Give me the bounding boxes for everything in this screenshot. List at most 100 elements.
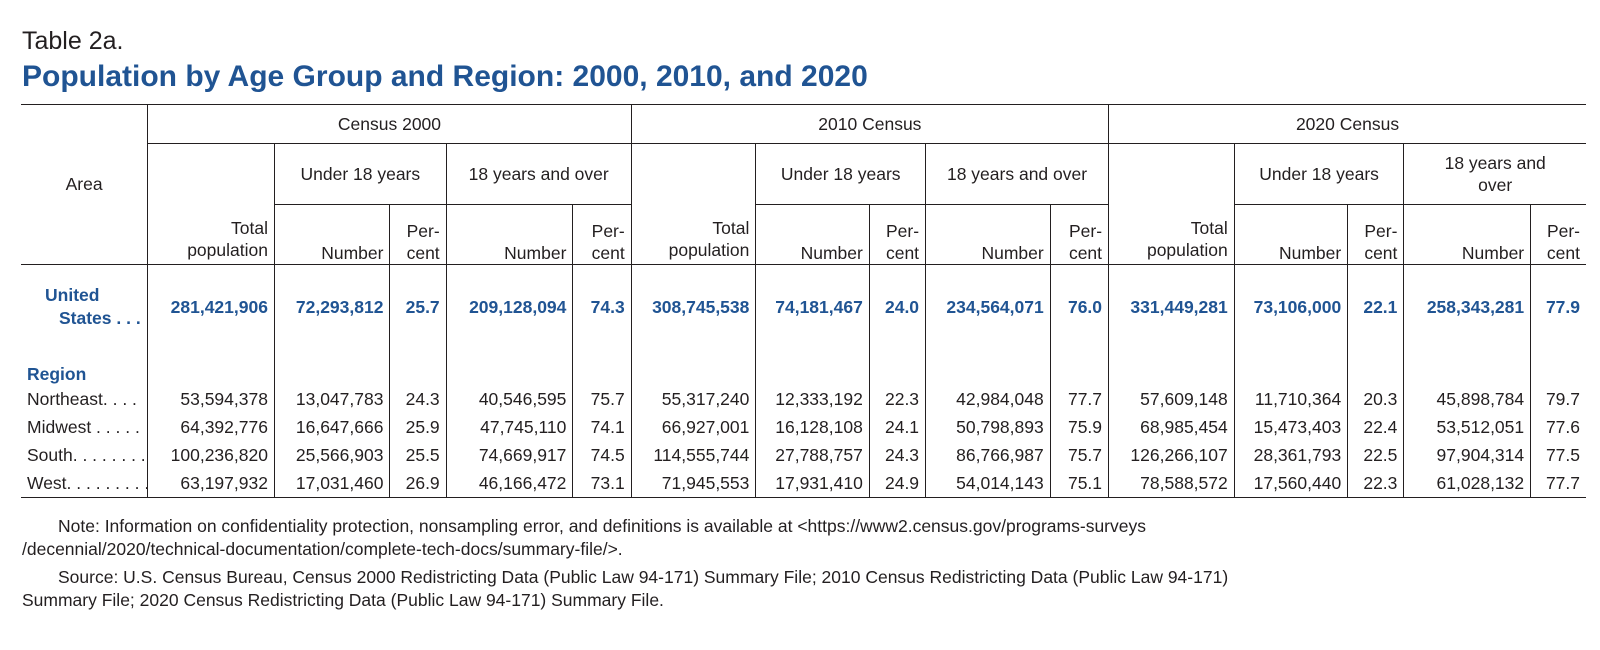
table-cell: 17,031,460 — [273, 469, 390, 498]
table-cell: 17,931,410 — [755, 469, 870, 498]
table-cell: 234,564,071 — [925, 264, 1051, 349]
source-line-1: Source: U.S. Census Bureau, Census 2000 … — [58, 567, 1229, 587]
table-cell: 53,512,051 — [1403, 413, 1531, 441]
table-cell: 22.1 — [1347, 264, 1404, 349]
census-2020-header: 2020 Census — [1108, 104, 1586, 144]
number-header: Number — [925, 204, 1051, 265]
table-row: Northeast. . . . 53,594,378 13,047,783 24.3… — [21, 385, 1586, 413]
percent-header: Per-cent — [389, 204, 447, 265]
over-18-header: 18 years and over — [925, 143, 1109, 205]
table-cell: 72,293,812 — [273, 264, 390, 349]
table-cell: 64,392,776 — [147, 413, 275, 441]
table-cell: 24.0 — [868, 264, 926, 349]
table-cell: 24.1 — [868, 413, 926, 441]
row-label: South. . . . . . . . . — [27, 444, 148, 465]
row-label: United States . . . — [45, 285, 141, 328]
table-row: Midwest . . . . . 64,392,776 16,647,666 25.… — [21, 413, 1586, 441]
table-cell: 25,566,903 — [273, 441, 390, 469]
source-line-2: Summary File; 2020 Census Redistricting … — [22, 590, 664, 610]
table-row-region-heading: Region — [21, 349, 1586, 385]
table-row: West. . . . . . . . . 63,197,932 17,031,46… — [21, 469, 1586, 498]
table-row-united-states: United States . . . 281,421,906 72,293,81… — [21, 264, 1586, 349]
table-cell: 73,106,000 — [1233, 264, 1348, 349]
table-cell: 77.7 — [1049, 385, 1109, 413]
table-cell: 77.9 — [1530, 264, 1586, 349]
over-18-header: 18 years and over — [445, 143, 632, 205]
table-cell: 40,546,595 — [445, 385, 573, 413]
table-cell: 77.6 — [1530, 413, 1586, 441]
number-header: Number — [1233, 204, 1348, 265]
table-cell: 54,014,143 — [925, 469, 1051, 498]
table-cell: 281,421,906 — [147, 264, 275, 349]
row-label: Midwest . . . . . — [27, 416, 140, 437]
table-cell: 17,560,440 — [1233, 469, 1348, 498]
table-cell: 25.9 — [389, 413, 447, 441]
table-cell: 74,669,917 — [445, 441, 573, 469]
table-cell: 74.5 — [572, 441, 632, 469]
note-line-2: /decennial/2020/technical-documentation/… — [22, 539, 623, 559]
number-header: Number — [445, 204, 573, 265]
table-cell: 308,745,538 — [630, 264, 756, 349]
percent-header: Per-cent — [1347, 204, 1404, 265]
total-population-header: Total population — [1108, 143, 1235, 265]
table-cell: 100,236,820 — [147, 441, 275, 469]
table-cell: 25.7 — [389, 264, 447, 349]
header-row-age: Total population Under 18 years 18 years … — [21, 143, 1586, 265]
table-cell: 63,197,932 — [147, 469, 275, 498]
table-cell: 12,333,192 — [755, 385, 870, 413]
table-cell: 28,361,793 — [1233, 441, 1348, 469]
table-cell: 74.3 — [572, 264, 632, 349]
table-cell: 22.3 — [868, 385, 926, 413]
row-label: West. . . . . . . . . — [21, 469, 148, 498]
note: Note: Information on confidentiality pro… — [22, 515, 1582, 561]
number-header: Number — [273, 204, 390, 265]
table-cell: 46,166,472 — [445, 469, 573, 498]
percent-header: Per-cent — [1530, 204, 1586, 265]
table-cell: 68,985,454 — [1108, 413, 1235, 441]
area-header: Area — [21, 104, 149, 265]
table-cell: 75.1 — [1049, 469, 1109, 498]
table-cell: 77.5 — [1530, 441, 1586, 469]
table-cell: 25.5 — [389, 441, 447, 469]
table-cell: 42,984,048 — [925, 385, 1051, 413]
table-cell: 71,945,553 — [630, 469, 756, 498]
percent-header: Per-cent — [1049, 204, 1109, 265]
number-header: Number — [1403, 204, 1531, 265]
table-cell: 22.4 — [1347, 413, 1404, 441]
note-line-1: Note: Information on confidentiality pro… — [58, 516, 1146, 536]
table-cell: 73.1 — [572, 469, 632, 498]
table-cell: 22.3 — [1347, 469, 1404, 498]
table-cell: 97,904,314 — [1403, 441, 1531, 469]
percent-header: Per-cent — [868, 204, 926, 265]
header-row-measure: Number Per-cent Number Per-cent Number P… — [21, 204, 1586, 265]
table-cell: 75.9 — [1049, 413, 1109, 441]
header-row-census: Area Census 2000 2010 Census 2020 Census — [21, 104, 1586, 265]
table-cell: 126,266,107 — [1108, 441, 1235, 469]
number-header: Number — [755, 204, 870, 265]
table-cell: 47,745,110 — [445, 413, 573, 441]
table-cell: 75.7 — [1049, 441, 1109, 469]
table-cell: 209,128,094 — [445, 264, 573, 349]
table-cell: 75.7 — [572, 385, 632, 413]
table-cell: 26.9 — [389, 469, 447, 498]
table-cell: 74.1 — [572, 413, 632, 441]
table-cell: 77.7 — [1530, 469, 1586, 498]
table-cell: 24.3 — [389, 385, 447, 413]
census-2000-header: Census 2000 — [147, 104, 632, 144]
under-18-header: Under 18 years — [1233, 143, 1404, 205]
table-cell: 24.9 — [868, 469, 926, 498]
total-population-header: Total population — [630, 143, 756, 265]
total-population-header: Total population — [187, 218, 268, 260]
table-cell: 79.7 — [1530, 385, 1586, 413]
table-title: Population by Age Group and Region: 2000… — [22, 60, 868, 93]
table-cell: 16,647,666 — [273, 413, 390, 441]
table-cell: 114,555,744 — [630, 441, 756, 469]
population-table: Area Census 2000 2010 Census 2020 Census… — [21, 104, 1586, 498]
table-cell: 76.0 — [1049, 264, 1109, 349]
table-cell: 258,343,281 — [1403, 264, 1531, 349]
percent-header: Per-cent — [572, 204, 632, 265]
table-cell: 55,317,240 — [630, 385, 756, 413]
table-cell: 27,788,757 — [755, 441, 870, 469]
table-cell: 57,609,148 — [1108, 385, 1235, 413]
table-cell: 61,028,132 — [1403, 469, 1531, 498]
